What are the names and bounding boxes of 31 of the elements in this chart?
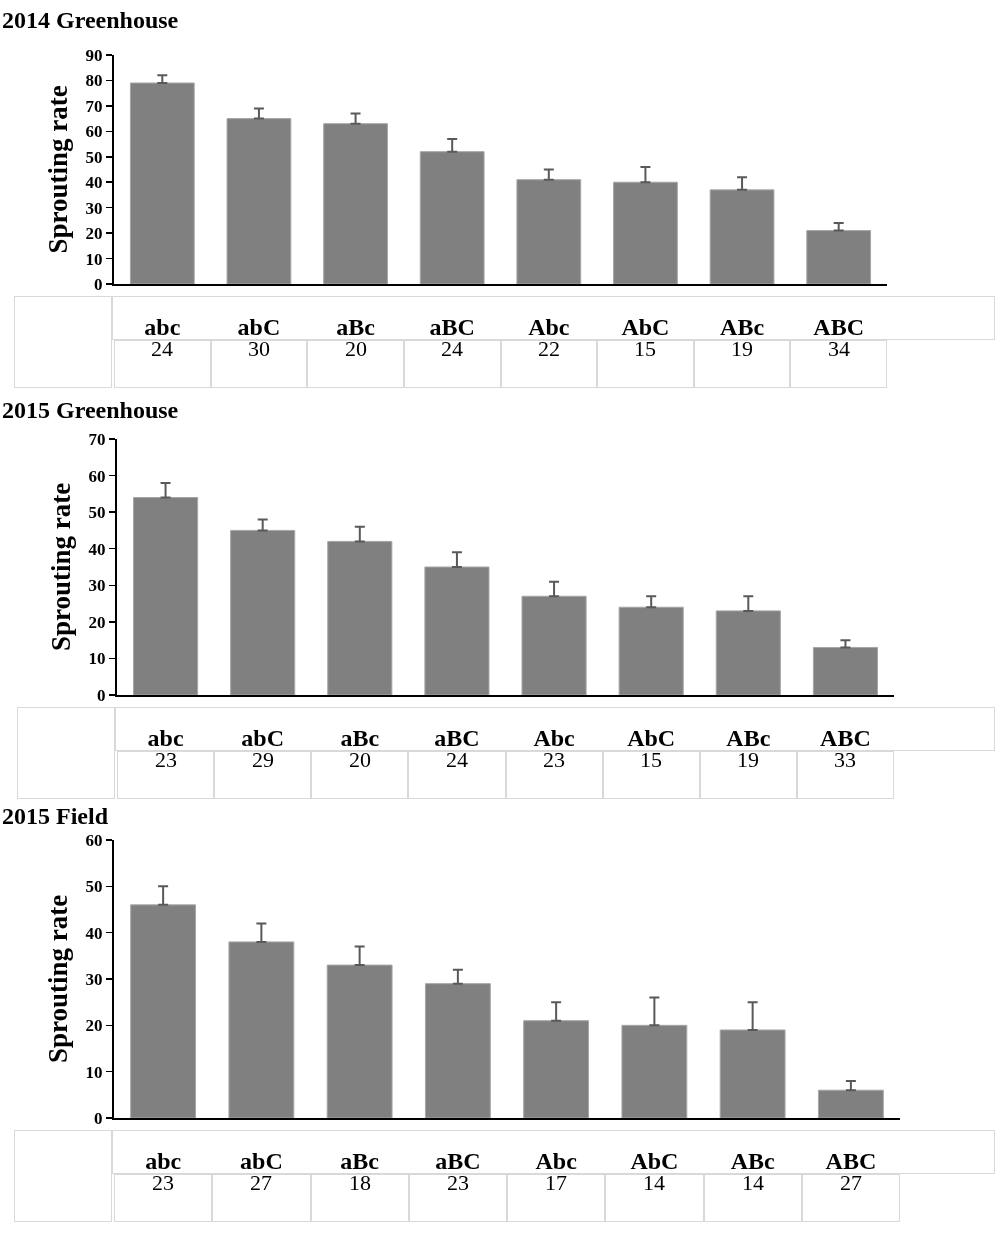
y-tick-label: 60 xyxy=(85,122,103,142)
y-axis-title: Sprouting rate xyxy=(43,85,74,254)
y-tick-label: 30 xyxy=(88,576,106,596)
y-tick-label: 60 xyxy=(85,830,103,850)
y-tick-label: 90 xyxy=(85,45,103,65)
y-tick-label: 80 xyxy=(85,71,103,91)
y-tick-label: 0 xyxy=(94,1108,103,1128)
y-tick-label: 0 xyxy=(94,274,103,294)
y-tick-label: 40 xyxy=(85,923,103,943)
chart-title: 2014 Greenhouse xyxy=(2,7,179,34)
y-tick-label: 20 xyxy=(85,1016,103,1036)
y-tick-label: 70 xyxy=(88,429,106,449)
y-tick-label: 60 xyxy=(88,466,106,486)
y-tick-label: 10 xyxy=(88,649,106,669)
chart-title: 2015 Greenhouse xyxy=(2,397,179,424)
y-tick-label: 70 xyxy=(85,96,103,116)
y-tick-label: 30 xyxy=(85,198,103,218)
y-tick-label: 50 xyxy=(85,877,103,897)
y-axis-title: Sprouting rate xyxy=(46,482,77,652)
y-tick-label: 10 xyxy=(85,249,103,269)
y-tick-label: 0 xyxy=(97,685,106,705)
y-axis-title: Sprouting rate xyxy=(43,894,74,1064)
y-tick-label: 30 xyxy=(85,969,103,989)
y-tick-label: 40 xyxy=(88,539,106,559)
y-tick-label: 50 xyxy=(88,503,106,523)
y-tick-label: 10 xyxy=(85,1062,103,1082)
y-tick-label: 20 xyxy=(85,224,103,244)
y-tick-label: 40 xyxy=(85,173,103,193)
y-tick-label: 50 xyxy=(85,147,103,167)
chart-title: 2015 Field xyxy=(2,803,109,830)
y-tick-label: 20 xyxy=(88,612,106,632)
